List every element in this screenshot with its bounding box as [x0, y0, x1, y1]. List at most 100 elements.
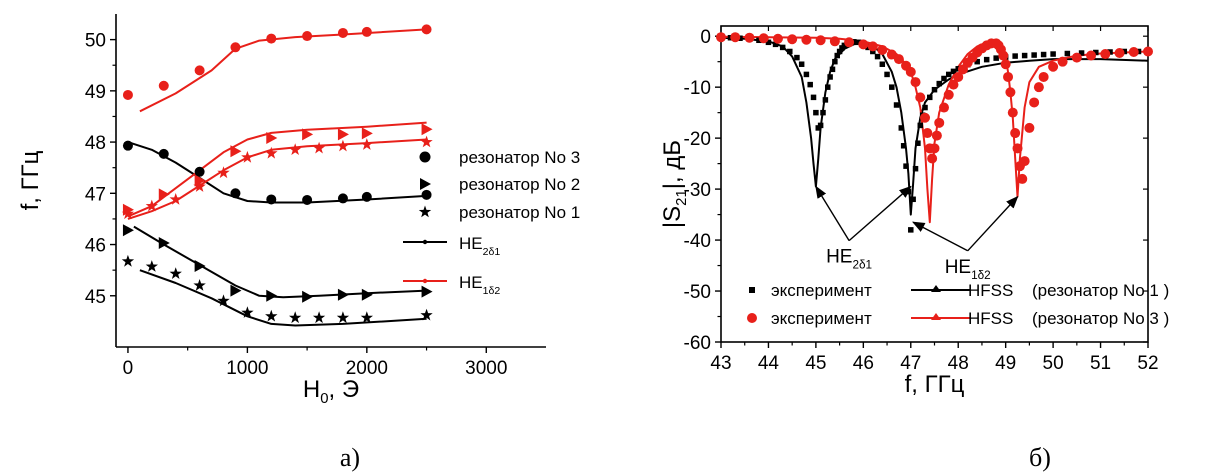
data-point — [337, 193, 348, 204]
x-tick-label: 52 — [1137, 353, 1158, 374]
data-point — [948, 79, 959, 90]
x-tick-label: 48 — [948, 353, 969, 374]
data-point — [874, 53, 881, 60]
data-point — [927, 94, 933, 101]
data-point — [169, 267, 182, 279]
data-point — [756, 37, 762, 44]
data-point — [974, 58, 980, 65]
y-tick-label: 50 — [85, 31, 106, 52]
data-point — [889, 84, 895, 90]
data-point — [1029, 97, 1040, 108]
data-point — [938, 102, 949, 113]
data-point — [1040, 51, 1047, 58]
chart-b: 43 44 45 46 47 48 49 50 51 52 0 -10 -20 -30 -40 -50 -60 f… — [659, 25, 1169, 398]
data-point — [1086, 50, 1097, 61]
data-point — [241, 150, 254, 163]
data-point — [983, 56, 990, 63]
annotation-arrow — [848, 185, 912, 242]
data-point — [772, 33, 783, 44]
data-point — [337, 128, 349, 141]
data-point — [841, 42, 848, 49]
y-tick-label: -10 — [684, 78, 711, 99]
data-point — [829, 66, 836, 73]
data-point — [266, 33, 277, 44]
data-point — [832, 58, 838, 65]
data-point — [230, 145, 242, 158]
data-point — [917, 122, 924, 129]
data-point — [803, 71, 810, 78]
data-point — [266, 194, 277, 205]
data-point — [1057, 56, 1068, 67]
data-point — [122, 224, 134, 237]
data-point — [289, 143, 302, 155]
data-point — [836, 48, 843, 55]
data-point — [312, 311, 326, 324]
data-point — [898, 125, 905, 131]
data-point — [903, 163, 909, 169]
y-tick-label: -40 — [684, 231, 711, 252]
y-tick-label: 48 — [85, 133, 106, 154]
data-point — [1038, 71, 1049, 82]
data-point — [716, 32, 726, 43]
legend-label: эксперимент — [771, 309, 872, 328]
data-point — [827, 74, 833, 80]
data-point — [787, 34, 798, 45]
data-point — [1114, 48, 1125, 59]
x-axis-label: f, ГГц — [905, 371, 965, 398]
data-point — [993, 55, 999, 61]
data-point — [945, 71, 952, 78]
annotation-arrow — [815, 185, 850, 241]
data-point — [1143, 46, 1153, 57]
caption-a: а) — [340, 443, 360, 472]
legend-marker — [749, 287, 755, 293]
data-point — [193, 279, 206, 291]
data-point — [858, 39, 869, 50]
y-tick-label: 49 — [85, 82, 106, 103]
x-tick-label: 0 — [123, 358, 134, 379]
data-point — [361, 26, 372, 37]
data-point — [794, 54, 800, 61]
data-point — [194, 166, 205, 177]
x-tick-label: 47 — [900, 353, 921, 374]
data-point — [1010, 128, 1021, 139]
data-point — [1064, 50, 1071, 57]
x-axis-label: H0, Э — [303, 376, 359, 407]
data-point — [893, 102, 900, 108]
series-group — [716, 32, 1153, 233]
legend-note: (резонатор No 3 ) — [1032, 309, 1169, 328]
data-point — [820, 109, 826, 116]
data-point — [1071, 52, 1082, 63]
data-point — [1078, 50, 1085, 56]
data-point — [1021, 52, 1028, 59]
data-point — [1031, 52, 1037, 58]
x-tick-label: 50 — [1043, 353, 1064, 374]
data-point — [193, 180, 206, 192]
x-tick-label: 46 — [853, 353, 874, 374]
x-tick-label: 49 — [995, 353, 1016, 374]
data-point — [877, 44, 888, 55]
data-point — [421, 285, 433, 298]
data-point — [421, 24, 432, 35]
data-point — [241, 306, 254, 318]
legend-label: HE2δ1 — [459, 234, 500, 258]
data-point — [815, 35, 826, 46]
legend-line-marker — [931, 285, 941, 292]
series-line — [133, 225, 427, 299]
legend-marker — [420, 178, 431, 190]
legend-label: HE1δ2 — [459, 273, 500, 297]
data-point — [810, 94, 817, 101]
data-point — [844, 37, 855, 48]
data-point — [787, 48, 793, 55]
data-point — [1000, 59, 1011, 70]
data-point — [1017, 173, 1028, 184]
data-point — [1003, 71, 1014, 82]
legend-label: резонатор No 3 — [459, 148, 580, 167]
y-tick-label: 47 — [85, 184, 106, 205]
data-point — [265, 309, 278, 322]
data-point — [1048, 61, 1059, 72]
data-point — [158, 80, 169, 91]
data-point — [834, 52, 840, 59]
data-point — [302, 128, 314, 141]
data-point — [870, 48, 876, 55]
